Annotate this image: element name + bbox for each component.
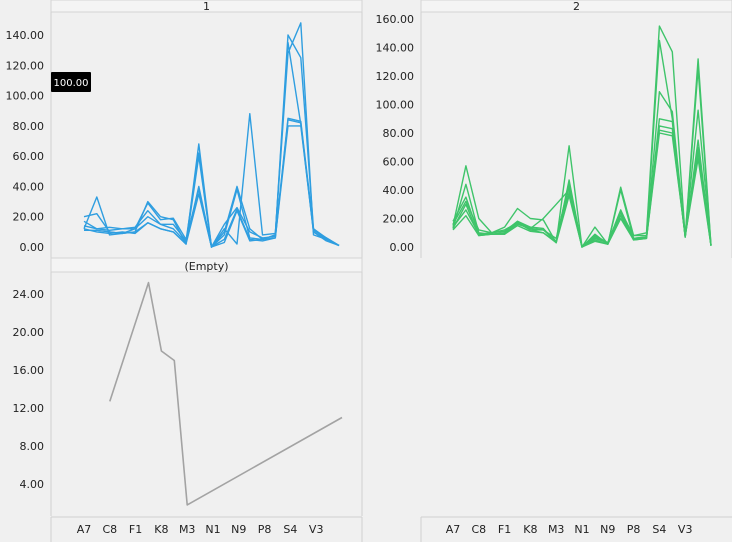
x-tick-label: F1: [498, 523, 511, 536]
y-tick-label: 20.00: [383, 213, 415, 226]
x-tick-label: N1: [205, 523, 220, 536]
y-tick-label: 100.00: [376, 99, 415, 112]
x-tick-label: A7: [77, 523, 92, 536]
x-tick-label: P8: [258, 523, 272, 536]
y-tick-label: 80.00: [383, 127, 415, 140]
x-tick-label: N1: [574, 523, 589, 536]
x-tick-label: K8: [523, 523, 537, 536]
x-tick-label: A7: [446, 523, 461, 536]
panel-header: [50, 0, 363, 13]
y-tick-label: 40.00: [13, 180, 45, 193]
chart-panel-3: (Empty) 4.00 8.00 12.00 16.00 20.00 24.00: [13, 257, 363, 516]
x-tick-label: M3: [179, 523, 196, 536]
x-tick-label: S4: [283, 523, 297, 536]
panel-header: [50, 257, 363, 273]
y-tick-label: 160.00: [376, 13, 415, 26]
y-tick-label: 40.00: [383, 184, 415, 197]
x-tick-label: S4: [652, 523, 666, 536]
y-tick-label: 4.00: [20, 478, 45, 491]
x-tick-label: C8: [102, 523, 117, 536]
y-tick-label: 20.00: [13, 211, 45, 224]
x-tick-label: V3: [678, 523, 693, 536]
panel-title: (Empty): [184, 260, 228, 273]
y-tick-label: 16.00: [13, 364, 45, 377]
y-tick-label: 100.00: [6, 90, 45, 103]
plot-area: [51, 272, 362, 516]
tooltip-box: [51, 72, 91, 92]
x-tick-label: C8: [471, 523, 486, 536]
y-tick-label: 80.00: [13, 120, 45, 133]
series-line-1: [109, 281, 343, 506]
y-tick-label: 60.00: [13, 150, 45, 163]
y-tick-label: 0.00: [20, 241, 45, 254]
y-tick-label: 20.00: [13, 326, 45, 339]
y-tick-label: 60.00: [383, 156, 415, 169]
x-tick-label: V3: [309, 523, 324, 536]
y-tick-label: 0.00: [390, 241, 415, 254]
tooltip-text: 100.00: [54, 78, 89, 89]
y-tick-label: 120.00: [376, 70, 415, 83]
y-tick-label: 120.00: [6, 59, 45, 72]
series-line-7: [452, 39, 712, 248]
y-tick-label: 24.00: [13, 288, 45, 301]
y-tick-label: 140.00: [376, 42, 415, 55]
x-tick-label: M3: [548, 523, 565, 536]
panel-title: 1: [203, 0, 210, 13]
x-tick-label: K8: [154, 523, 168, 536]
value-tooltip: 100.00: [51, 72, 91, 92]
panel-header: [420, 0, 732, 13]
series-line-6: [83, 41, 340, 248]
x-axis-2: A7 C8 F1 K8 M3 N1 N9 P8 S4 V3: [420, 516, 732, 542]
x-tick-label: F1: [129, 523, 142, 536]
x-axis-1: A7 C8 F1 K8 M3 N1 N9 P8 S4 V3: [50, 516, 363, 542]
chart-panel-1: 1 0.00 20.00 40.00 60.00 80.00 100.00 120.00 140…: [6, 0, 363, 258]
chart-panel-2: 20.0020.0040.0060.0080.00100.00120.00140…: [376, 0, 732, 258]
y-tick-label: 12.00: [13, 402, 45, 415]
x-tick-label: N9: [600, 523, 615, 536]
x-tick-label: P8: [627, 523, 641, 536]
y-tick-label: 140.00: [6, 29, 45, 42]
x-tick-label: N9: [231, 523, 246, 536]
panel-title: 2: [573, 0, 580, 13]
y-tick-label: 8.00: [20, 440, 45, 453]
